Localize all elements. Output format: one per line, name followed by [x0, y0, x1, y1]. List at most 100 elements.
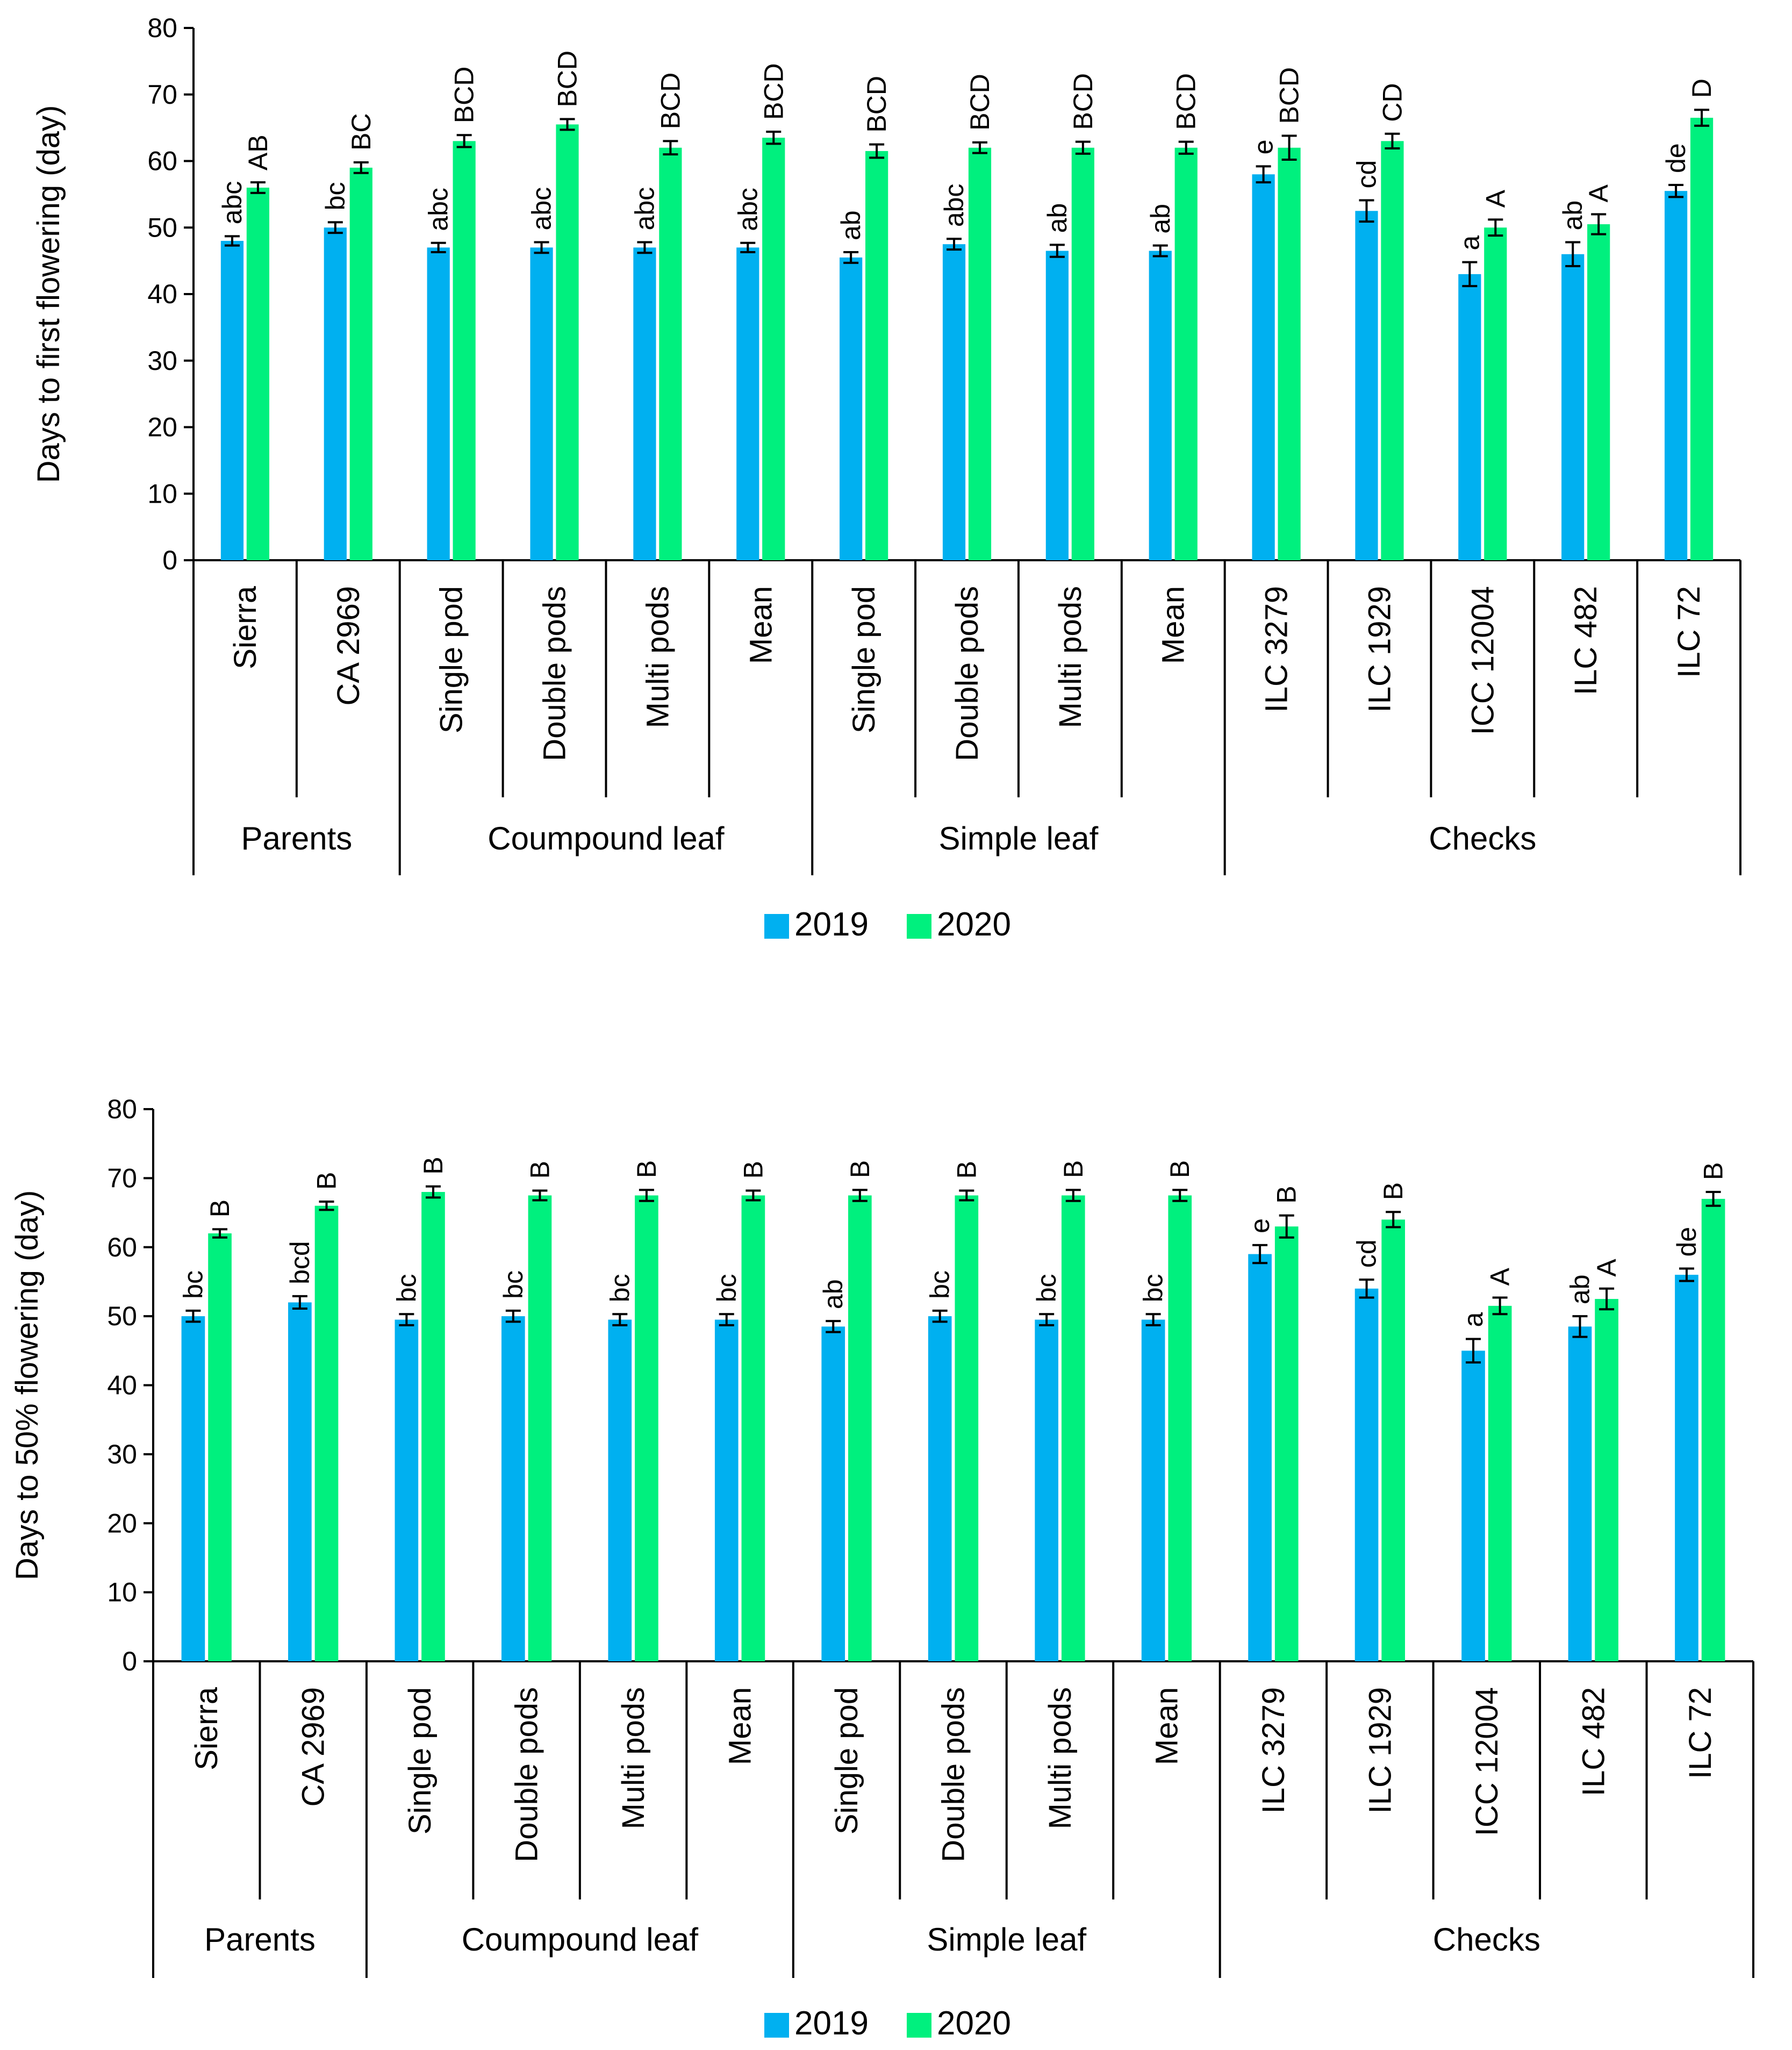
significance-label: bc [498, 1270, 528, 1299]
category-label: Multi pods [640, 586, 675, 728]
bar-2019 [1141, 1319, 1165, 1661]
significance-label: B [312, 1172, 342, 1190]
category-label: Multi pods [616, 1687, 651, 1829]
bar-2020 [1488, 1305, 1512, 1661]
significance-label: B [1698, 1162, 1729, 1180]
group-label: Checks [1429, 820, 1536, 856]
significance-label: AB [243, 134, 273, 170]
bar-2020 [1701, 1198, 1725, 1661]
legend: 2019 2020 [764, 2005, 1011, 2042]
y-tick-label: 20 [107, 1508, 137, 1538]
significance-label: abc [939, 184, 969, 227]
y-tick-label: 40 [107, 1370, 137, 1401]
significance-label: BCD [758, 63, 789, 120]
bar-2019 [1248, 1254, 1272, 1661]
category-label: Multi pods [1053, 586, 1088, 728]
legend-swatch-2019 [764, 2013, 789, 2038]
y-tick-label: 60 [147, 146, 177, 176]
category-label: CA 2969 [296, 1687, 331, 1807]
bar-2020 [528, 1195, 552, 1661]
bar-2020 [955, 1195, 979, 1661]
significance-label: B [1058, 1160, 1088, 1178]
bar-2020 [1274, 1226, 1299, 1661]
bar-2020 [1278, 147, 1301, 560]
bar-2020 [968, 147, 992, 560]
bar-2019 [1568, 1326, 1592, 1661]
significance-label: BC [346, 113, 376, 151]
bar-2020 [659, 147, 682, 560]
legend-label: 2020 [937, 2005, 1011, 2042]
category-label: Sierra [228, 585, 263, 669]
y-tick-label: 40 [147, 279, 177, 309]
legend-label: 2019 [794, 906, 869, 943]
bar-2020 [1071, 147, 1094, 560]
y-tick-label: 60 [107, 1232, 137, 1262]
category-label: Mean [743, 586, 778, 664]
significance-label: ab [836, 210, 866, 240]
category-label: Sierra [189, 1687, 224, 1770]
group-label: Parents [241, 820, 352, 856]
bar-2019 [840, 257, 863, 560]
y-tick-label: 70 [107, 1163, 137, 1193]
significance-label: bc [320, 182, 350, 211]
category-label: ILC 72 [1672, 586, 1707, 678]
category-label: ILC 482 [1568, 586, 1603, 695]
category-label: Single pod [403, 1687, 438, 1834]
significance-label: ab [1565, 1275, 1595, 1305]
bar-2019 [942, 244, 966, 560]
significance-label: abc [527, 187, 557, 231]
bar-2020 [1595, 1299, 1618, 1661]
y-tick-label: 0 [122, 1646, 137, 1676]
category-label: Double pods [510, 1687, 544, 1862]
significance-label: cd [1351, 160, 1381, 189]
significance-label: BCD [862, 76, 892, 133]
category-label: Single pod [434, 586, 469, 733]
significance-label: bc [925, 1270, 955, 1299]
significance-label: BCD [1171, 73, 1201, 130]
significance-label: ab [818, 1279, 848, 1309]
chart-1: 0 10 20 30 40 50 60 70 80 Days to first flowering… [31, 13, 1741, 943]
bar-2019 [530, 247, 553, 560]
bar-2019 [633, 247, 656, 560]
bar-2019 [608, 1319, 632, 1661]
group-label: Simple leaf [927, 1922, 1086, 1958]
significance-label: cd [1352, 1239, 1382, 1268]
bar-2020 [1484, 227, 1507, 560]
bar-2019 [288, 1302, 312, 1661]
significance-label: A [1485, 1267, 1515, 1285]
category-label: Single pod [829, 1687, 864, 1834]
bar-2019 [1461, 1351, 1485, 1661]
bar-2019 [1252, 174, 1275, 560]
significance-label: bc [178, 1270, 208, 1299]
y-tick-label: 50 [107, 1301, 137, 1331]
bar-2020 [1381, 141, 1404, 560]
significance-label: B [1378, 1182, 1408, 1200]
legend: 2019 2020 [764, 906, 1011, 943]
bar-2020 [1381, 1219, 1406, 1661]
category-label: ILC 72 [1683, 1687, 1718, 1779]
significance-label: B [418, 1156, 448, 1174]
y-tick-label: 80 [107, 1094, 137, 1124]
y-tick-label: 10 [107, 1577, 137, 1608]
significance-label: e [1245, 1218, 1275, 1233]
y-tick-label: 30 [107, 1439, 137, 1469]
y-tick-label: 10 [147, 478, 177, 509]
category-label: ILC 1929 [1362, 586, 1397, 712]
bar-2020 [556, 124, 579, 560]
category-label: Mean [723, 1687, 758, 1765]
bar-2020 [762, 138, 785, 560]
significance-label: B [525, 1161, 555, 1178]
category-label: Mean [1156, 586, 1191, 664]
category-label: ILC 3279 [1259, 586, 1294, 712]
bar-2019 [181, 1316, 205, 1661]
significance-label: B [205, 1199, 235, 1217]
category-label: Double pods [537, 586, 572, 761]
category-label: Single pod [847, 586, 881, 733]
bar-2020 [635, 1195, 658, 1661]
significance-label: a [1458, 1312, 1488, 1327]
bar-2020 [1587, 224, 1610, 560]
category-label: ILC 3279 [1256, 1687, 1291, 1813]
group-label: Checks [1433, 1922, 1540, 1958]
group-label: Simple leaf [939, 820, 1099, 856]
significance-label: B [1165, 1160, 1195, 1178]
